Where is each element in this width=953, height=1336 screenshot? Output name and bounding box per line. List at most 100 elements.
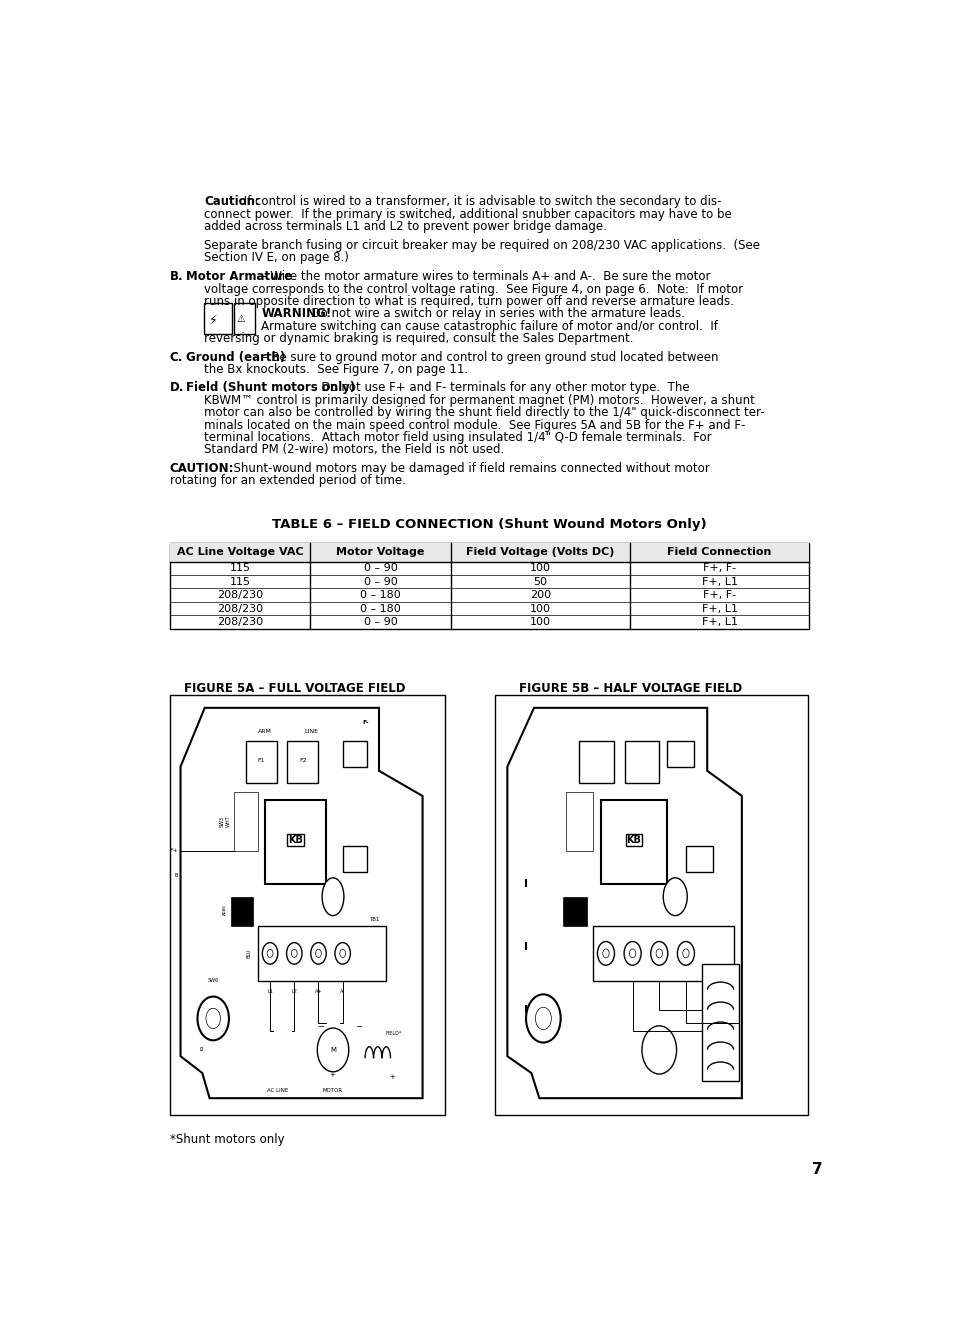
Text: Standard PM (2-wire) motors, the Field is not used.: Standard PM (2-wire) motors, the Field i…: [204, 444, 504, 456]
Circle shape: [602, 949, 609, 958]
Text: F+, L1: F+, L1: [700, 577, 737, 587]
Circle shape: [267, 950, 273, 958]
Text: 0 – 90: 0 – 90: [363, 564, 397, 573]
Text: F+, L1: F+, L1: [700, 617, 737, 627]
Text: 115: 115: [229, 577, 250, 587]
Bar: [170, 542, 808, 561]
Text: I: I: [523, 1005, 527, 1015]
Text: 0 – 90: 0 – 90: [363, 577, 397, 587]
Text: ⚠: ⚠: [235, 314, 245, 323]
Text: rotating for an extended period of time.: rotating for an extended period of time.: [170, 474, 405, 488]
Bar: [246, 741, 277, 783]
Bar: [232, 896, 253, 926]
Text: AC Line Voltage VAC: AC Line Voltage VAC: [176, 548, 303, 557]
Text: 100: 100: [530, 604, 551, 613]
Circle shape: [317, 1027, 349, 1071]
Text: – Wire the motor armature wires to terminals A+ and A-.  Be sure the motor: – Wire the motor armature wires to termi…: [256, 270, 710, 283]
Text: CAUTION:: CAUTION:: [170, 462, 233, 474]
Text: F2: F2: [298, 758, 306, 763]
Text: KB: KB: [288, 835, 303, 846]
Text: 0 – 90: 0 – 90: [363, 617, 397, 627]
Text: F+, F-: F+, F-: [702, 591, 736, 600]
Circle shape: [335, 943, 350, 965]
Bar: [495, 695, 807, 1116]
Polygon shape: [507, 708, 741, 1098]
Text: SW3
WHT: SW3 WHT: [220, 815, 231, 827]
Text: FIELD*: FIELD*: [385, 1031, 401, 1035]
Text: 208/230: 208/230: [216, 604, 263, 613]
Bar: [233, 792, 257, 851]
Text: Field Connection: Field Connection: [667, 548, 771, 557]
Bar: [204, 303, 233, 334]
Bar: [562, 896, 587, 926]
Circle shape: [197, 997, 229, 1041]
Text: voltage corresponds to the control voltage rating.  See Figure 4, on page 6.  No: voltage corresponds to the control volta…: [204, 283, 742, 295]
Text: F-: F-: [362, 720, 368, 725]
Circle shape: [206, 1009, 220, 1029]
Text: SW6: SW6: [208, 978, 218, 983]
Text: 208/230: 208/230: [216, 617, 263, 627]
Text: 0 – 180: 0 – 180: [360, 591, 400, 600]
Text: minals located on the main speed control module.  See Figures 5A and 5B for the : minals located on the main speed control…: [204, 418, 745, 432]
Text: Shunt-wound motors may be damaged if field remains connected without motor: Shunt-wound motors may be damaged if fie…: [226, 462, 709, 474]
Text: Ground (earth): Ground (earth): [186, 350, 285, 363]
Bar: [565, 792, 592, 851]
Text: TB1: TB1: [368, 916, 378, 922]
Circle shape: [535, 1007, 551, 1030]
Polygon shape: [180, 708, 422, 1098]
Bar: [701, 963, 739, 1081]
Text: Caution:: Caution:: [204, 195, 260, 208]
Text: motor can also be controlled by wiring the shunt field directly to the 1/4" quic: motor can also be controlled by wiring t…: [204, 406, 764, 420]
Circle shape: [623, 942, 640, 965]
Bar: [600, 800, 666, 884]
Bar: [233, 303, 254, 334]
Circle shape: [677, 942, 694, 965]
Text: B: B: [174, 874, 178, 878]
Text: 115: 115: [229, 564, 250, 573]
Circle shape: [291, 950, 297, 958]
Circle shape: [286, 943, 302, 965]
Text: F+, L1: F+, L1: [700, 604, 737, 613]
Text: 7: 7: [812, 1162, 822, 1177]
Text: If control is wired to a transformer, it is advisable to switch the secondary to: If control is wired to a transformer, it…: [239, 195, 720, 208]
Text: F1: F1: [257, 758, 265, 763]
Text: Motor Voltage: Motor Voltage: [336, 548, 424, 557]
Text: Do not wire a switch or relay in series with the armature leads.: Do not wire a switch or relay in series …: [304, 307, 684, 321]
Text: A-: A-: [340, 989, 345, 994]
Bar: [685, 846, 712, 871]
Bar: [287, 741, 318, 783]
Bar: [342, 741, 367, 767]
Text: M: M: [330, 1047, 335, 1053]
Text: Motor Armature: Motor Armature: [186, 270, 292, 283]
Text: A0B6: A0B6: [222, 904, 226, 915]
Bar: [257, 926, 386, 981]
Text: FIGURE 5B – HALF VOLTAGE FIELD: FIGURE 5B – HALF VOLTAGE FIELD: [518, 681, 741, 695]
Bar: [170, 542, 808, 629]
Bar: [578, 741, 614, 783]
Text: runs in opposite direction to what is required, turn power off and reverse armat: runs in opposite direction to what is re…: [204, 295, 734, 309]
Bar: [592, 926, 733, 981]
Text: 50: 50: [533, 577, 547, 587]
Text: A+: A+: [314, 989, 322, 994]
Text: *Shunt motors only: *Shunt motors only: [170, 1133, 284, 1146]
Text: L2: L2: [291, 989, 297, 994]
Bar: [265, 800, 325, 884]
Ellipse shape: [322, 878, 343, 915]
Text: Field Voltage (Volts DC): Field Voltage (Volts DC): [466, 548, 614, 557]
Text: L1: L1: [267, 989, 273, 994]
Text: D.: D.: [170, 382, 184, 394]
Circle shape: [339, 950, 345, 958]
Text: – Do not use F+ and F- terminals for any other motor type.  The: – Do not use F+ and F- terminals for any…: [308, 382, 689, 394]
Text: terminal locations.  Attach motor field using insulated 1/4" Q-D female terminal: terminal locations. Attach motor field u…: [204, 432, 711, 444]
Ellipse shape: [662, 878, 686, 915]
Text: +: +: [329, 1071, 335, 1078]
Bar: [170, 695, 444, 1116]
Bar: [666, 741, 693, 767]
Text: J2: J2: [246, 903, 251, 907]
Text: +: +: [389, 1074, 395, 1081]
Text: KBWM™ control is primarily designed for permanent magnet (PM) motors.  However, : KBWM™ control is primarily designed for …: [204, 394, 755, 407]
Text: FIGURE 5A – FULL VOLTAGE FIELD: FIGURE 5A – FULL VOLTAGE FIELD: [184, 681, 406, 695]
Text: – Be sure to ground motor and control to green ground stud located between: – Be sure to ground motor and control to…: [258, 350, 718, 363]
Text: F+, F-: F+, F-: [702, 564, 736, 573]
Text: TABLE 6 – FIELD CONNECTION (Shunt Wound Motors Only): TABLE 6 – FIELD CONNECTION (Shunt Wound …: [272, 518, 705, 532]
